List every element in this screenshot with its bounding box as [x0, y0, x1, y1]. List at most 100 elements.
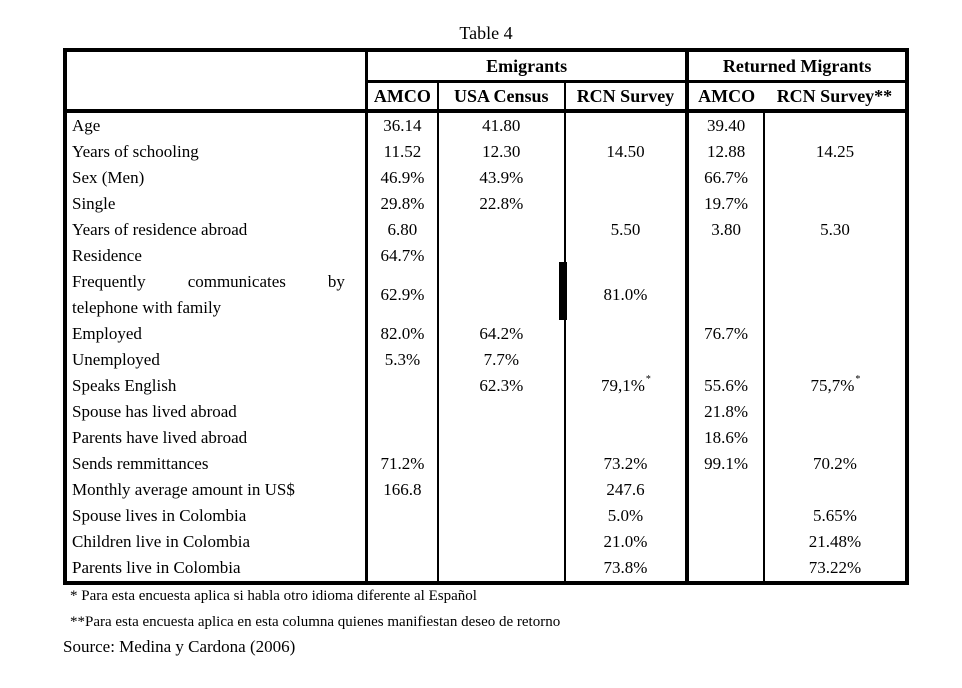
cell-value: 62.3% [436, 373, 565, 399]
cell-value: 82.0% [364, 321, 438, 347]
column-header-rcn-survey-returned: RCN Survey** [763, 81, 907, 113]
cell-value [364, 529, 438, 555]
cell-value [762, 347, 907, 373]
cell-value [563, 321, 688, 347]
table-title: Table 4 [459, 23, 513, 43]
cell-value [364, 503, 438, 529]
cell-value [685, 347, 764, 373]
cell-value [762, 321, 907, 347]
cell-value [685, 477, 764, 503]
cell-value [436, 269, 565, 321]
corner-cell [65, 50, 368, 113]
cell-value [762, 191, 907, 217]
sub-header-row: AMCO USA Census RCN Survey AMCO RCN Surv… [65, 81, 907, 113]
cell-value: 5.65% [762, 503, 907, 529]
cell-value [563, 191, 688, 217]
row-label: Years of schooling [72, 142, 199, 161]
cell-value: 73.8% [563, 555, 688, 583]
cell-value: 21.0% [563, 529, 688, 555]
cell-value: 21.48% [762, 529, 907, 555]
cell-value [762, 165, 907, 191]
cell-value: 18.6% [685, 425, 764, 451]
cell-value [762, 477, 907, 503]
source-citation: Source: Medina y Cardona (2006) [63, 637, 296, 656]
table-row: Years of schooling 11.52 12.30 14.50 12.88 14… [65, 139, 907, 165]
cell-value [364, 373, 438, 399]
cell-value: 64.2% [436, 321, 565, 347]
row-label: Speaks English [72, 376, 177, 395]
scan-artifact-line [559, 262, 567, 320]
table-row: Single 29.8% 22.8% 19.7% [65, 191, 907, 217]
cell-value: 79,1%* [563, 373, 688, 399]
table-row: Sends remmittances 71.2% 73.2% 99.1% 70.2% [65, 451, 907, 477]
table-zone: Table 4 Emigrants Returned Migrants AMCO [63, 22, 909, 585]
column-header-rcn-survey: RCN Survey [563, 81, 688, 113]
cell-value: 36.14 [364, 111, 438, 139]
row-label: Spouse has lived abroad [72, 402, 237, 421]
cell-value: 3.80 [685, 217, 764, 243]
cell-value: 41.80 [436, 111, 565, 139]
cell-value: 81.0% [563, 269, 688, 321]
row-label: Frequently communicates by telephone with… [72, 272, 345, 317]
table-row: Parents live in Colombia 73.8% 73.22% [65, 555, 907, 583]
cell-value [685, 555, 764, 583]
cell-value: 5.0% [563, 503, 688, 529]
cell-value [436, 399, 565, 425]
table-row: Speaks English 62.3% 79,1%* 55.6% 75,7%* [65, 373, 907, 399]
cell-value [436, 425, 565, 451]
column-header-usa-census: USA Census [436, 81, 565, 113]
cell-value [563, 347, 688, 373]
cell-value: 71.2% [364, 451, 438, 477]
table-row: Parents have lived abroad 18.6% [65, 425, 907, 451]
table-row: Years of residence abroad 6.80 5.50 3.80 5.3… [65, 217, 907, 243]
row-label: Age [72, 116, 101, 135]
row-label: Employed [72, 324, 142, 343]
cell-value: 73.22% [762, 555, 907, 583]
table-row: Children live in Colombia 21.0% 21.48% [65, 529, 907, 555]
table-row: Spouse lives in Colombia 5.0% 5.65% [65, 503, 907, 529]
footnote-marker: * [645, 374, 651, 386]
cell-value [685, 529, 764, 555]
cell-value: 22.8% [436, 191, 565, 217]
row-label: Parents live in Colombia [72, 558, 241, 577]
cell-value [685, 503, 764, 529]
table-row: Employed 82.0% 64.2% 76.7% [65, 321, 907, 347]
cell-value [563, 165, 688, 191]
cell-value: 7.7% [436, 347, 565, 373]
row-label: Children live in Colombia [72, 532, 251, 551]
footnote-marker: * [855, 374, 861, 386]
cell-value [563, 111, 688, 139]
cell-value: 99.1% [685, 451, 764, 477]
cell-value: 62.9% [364, 269, 438, 321]
column-header-amco-returned: AMCO [685, 81, 764, 113]
cell-value [685, 269, 764, 321]
table-row: Monthly average amount in US$ 166.8 247.6 [65, 477, 907, 503]
cell-value [762, 399, 907, 425]
group-header-returned-migrants: Returned Migrants [685, 50, 907, 83]
row-label: Years of residence abroad [72, 220, 248, 239]
row-label: Monthly average amount in US$ [72, 480, 295, 499]
cell-value: 70.2% [762, 451, 907, 477]
cell-value [364, 555, 438, 583]
cell-value [364, 399, 438, 425]
cell-value: 11.52 [364, 139, 438, 165]
table-row: Spouse has lived abroad 21.8% [65, 399, 907, 425]
cell-value: 247.6 [563, 477, 688, 503]
row-label: Sends remmittances [72, 454, 209, 473]
cell-value [436, 477, 565, 503]
cell-value: 73.2% [563, 451, 688, 477]
row-label: Single [72, 194, 116, 213]
cell-value [563, 425, 688, 451]
cell-value: 76.7% [685, 321, 764, 347]
row-label: Parents have lived abroad [72, 428, 248, 447]
column-header-amco-emigrants: AMCO [364, 81, 438, 113]
cell-value: 14.25 [762, 139, 907, 165]
footnote-single-asterisk: * Para esta encuesta aplica si habla otr… [70, 588, 477, 604]
cell-value [436, 555, 565, 583]
cell-value: 55.6% [685, 373, 764, 399]
cell-value [436, 217, 565, 243]
table-row: Unemployed 5.3% 7.7% [65, 347, 907, 373]
table-row: Residence 64.7% [65, 243, 907, 269]
row-label: Sex (Men) [72, 168, 145, 187]
footnote-double-asterisk: **Para esta encuesta aplica en esta colu… [70, 614, 561, 630]
